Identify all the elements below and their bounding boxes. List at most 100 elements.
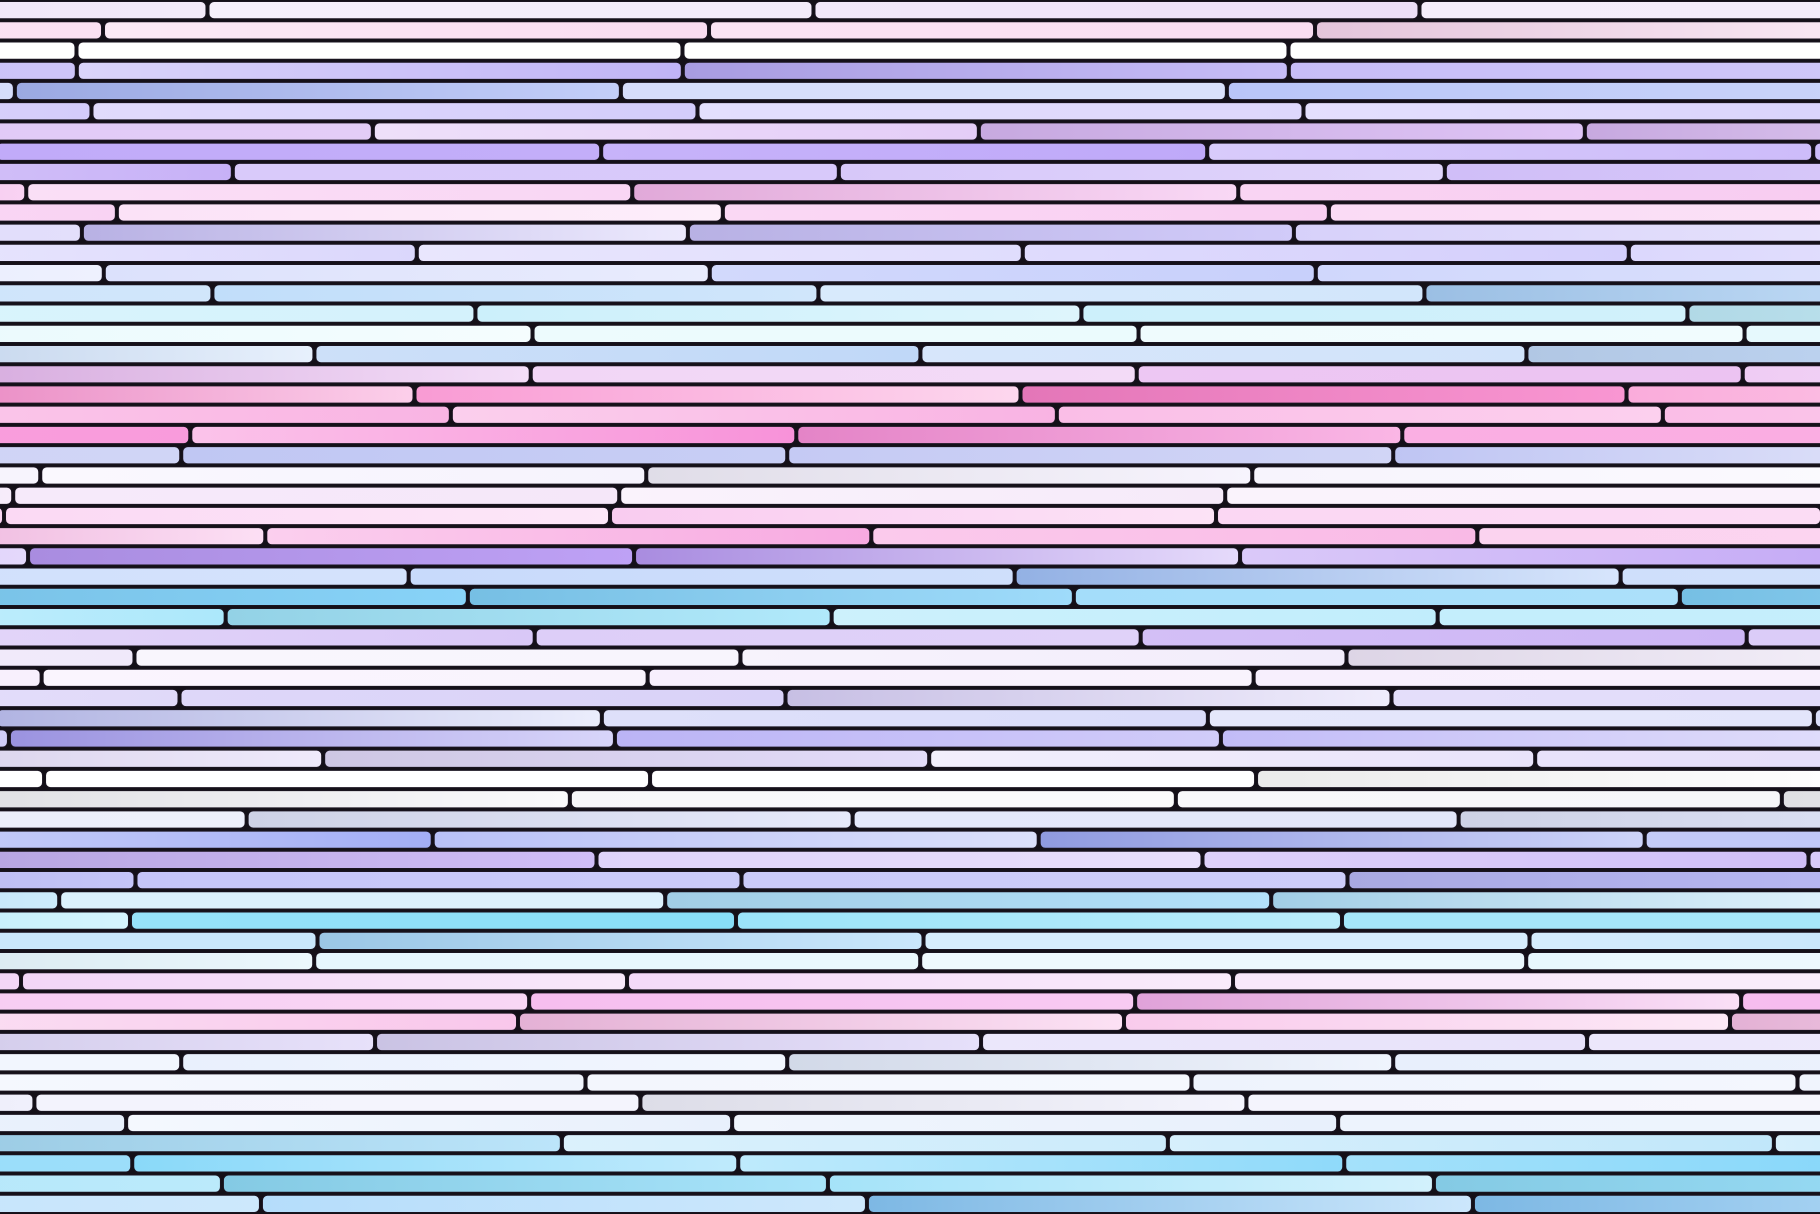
stripe-bar [586,1073,1191,1092]
stripe-bar [0,1012,518,1031]
stripe-bar [1239,183,1820,202]
stripe-bar [1289,41,1820,60]
stripe-bar [0,931,317,950]
stripe-bar [531,365,1136,384]
stripe-bar [1176,790,1781,809]
stripe-bar [1347,648,1820,667]
stripe-bar [1473,1194,1820,1213]
stripe-bar [0,871,135,890]
stripe-bar [602,142,1207,161]
stripe-bar [1221,729,1820,748]
stripe-bar [0,41,76,60]
stripe-bar [130,911,735,930]
stripe-bar [35,1093,640,1112]
stripe-bar [839,162,1444,182]
stripe-bar [615,729,1220,748]
stripe-bar [208,1,813,20]
stripe-bar [635,547,1240,566]
stripe-bar [104,264,709,283]
stripe-bar [597,850,1202,870]
stripe-bar [1304,102,1820,121]
stripe-bar [1316,264,1820,283]
stripe-bar [666,891,1271,910]
stripe-bar [0,1,207,20]
stripe-bar [1742,992,1820,1011]
stripe-bar [0,1154,132,1173]
stripe-bar [723,203,1328,222]
stripe-bar [1536,749,1820,768]
stripe-bar [127,1113,732,1133]
stripe-bar [633,183,1238,202]
stripe-bar [247,810,852,829]
stripe-bar [182,1053,787,1072]
stripe-bar [373,122,978,141]
stripe-bar [872,527,1477,546]
stripe-bar [819,284,1424,303]
stripe-bar [788,1053,1393,1072]
stripe-bar [530,992,1135,1011]
stripe-bar [788,446,1393,465]
stripe-bar [117,203,722,222]
stripe-bar [1272,891,1820,910]
stripe-bar [0,162,232,182]
stripe-bar [1438,608,1820,627]
stripe-bar [570,790,1175,809]
stripe-bar [0,81,14,101]
stripe-bar [417,243,1022,263]
stripe-bar [415,385,1020,404]
stripe-bar [0,911,129,930]
stripe-bar [1289,61,1820,80]
stripe-bar [1057,405,1662,424]
stripe-bar [0,425,190,445]
stripe-bar [191,425,796,445]
stripe-bar [1588,1032,1820,1052]
stripe-bar [1629,243,1820,263]
stripe-bar [979,122,1584,141]
stripe-bar [0,709,601,728]
stripe-bar [0,1032,375,1052]
stripe-bar [0,102,91,121]
stripe-bar [0,790,569,809]
stripe-bar [0,972,21,991]
stripe-bar [519,1012,1124,1031]
stripe-bar [1168,1134,1773,1153]
stripe-bar [1227,81,1820,101]
stripe-bar [1234,972,1820,991]
stripe-bar [1254,668,1820,687]
stripe-bar [1745,324,1820,343]
stripe-bar [1015,567,1620,586]
stripe-bar [982,1032,1587,1052]
stripe-bar [0,951,314,971]
stripe-bar [1747,628,1820,647]
stripe-bar [77,61,682,80]
stripe-bar [0,344,314,364]
stripe-bar [1217,506,1820,526]
stripe-bar [1663,405,1820,424]
stripe-bar [1125,1012,1730,1031]
stripe-bar [0,284,212,303]
stripe-bar [15,81,620,101]
stripe-bar [1814,709,1820,728]
stripe-bar [0,264,103,283]
stripe-bar [92,102,697,121]
stripe-bar [710,21,1315,40]
stripe-bar [409,567,1014,586]
stripe-bar [1798,1073,1820,1092]
stripe-bar [0,446,181,465]
stripe-bar [1023,243,1628,263]
stripe-bar [533,324,1138,343]
stripe-bar [77,41,682,60]
stripe-bar [1420,1,1820,20]
stripe-bar [1478,527,1820,546]
stripe-bar [1039,830,1644,849]
stripe-bar [1339,1113,1820,1133]
stripe-bar [867,1194,1472,1214]
stripe-bar [0,183,26,202]
stripe-bar [683,61,1288,80]
stripe-bar [0,729,8,748]
stripe-bar [1425,284,1820,303]
stripe-bar [1253,466,1820,485]
stripe-bar [1445,162,1820,182]
